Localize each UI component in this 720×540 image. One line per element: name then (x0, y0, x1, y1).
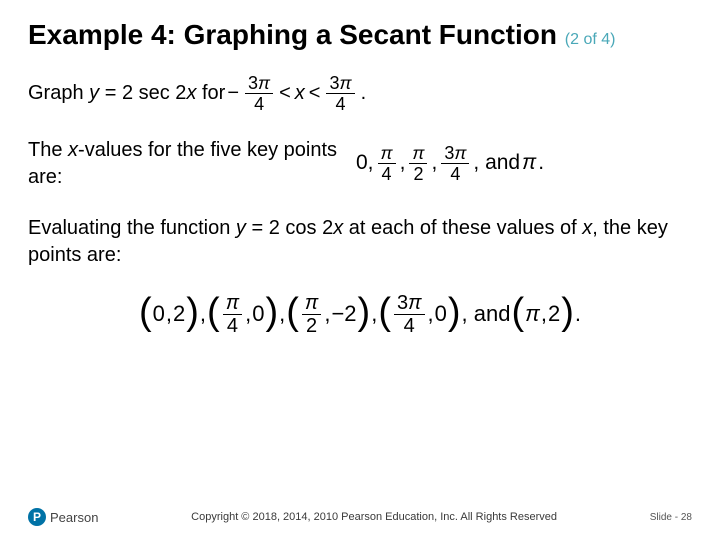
text: for (196, 82, 225, 104)
var-x: x (68, 139, 78, 161)
xvalues-list: 0, π 4 , π 2 , 3π 4 , and π. (356, 144, 692, 183)
comma: , (428, 299, 434, 329)
fraction: π 2 (302, 293, 321, 336)
denominator: 2 (409, 163, 427, 183)
var-x: x (333, 217, 343, 239)
logo-icon: P (28, 508, 46, 526)
text: = 2 sec 2 (99, 82, 186, 104)
value: 0 (153, 299, 165, 329)
comma: , (279, 299, 285, 329)
value: 2 (548, 299, 560, 329)
comma: , (400, 149, 406, 177)
text-and: , and (462, 299, 511, 329)
slide-title: Example 4: Graphing a Secant Function (2… (28, 18, 692, 52)
minus-sign: − (227, 80, 239, 107)
slide-body: Graph y = 2 sec 2x for − 3π 4 < x < 3π 4… (28, 74, 692, 336)
fraction: 3π 4 (441, 144, 469, 183)
lt-sign: < (279, 80, 291, 107)
denominator: 2 (302, 314, 321, 336)
denominator: 4 (394, 314, 425, 336)
value: 0 (435, 299, 447, 329)
value: 2 (173, 299, 185, 329)
denominator: 4 (441, 163, 469, 183)
copyright-text: Copyright © 2018, 2014, 2010 Pearson Edu… (98, 511, 649, 523)
var-x: x (582, 217, 592, 239)
value: π (522, 149, 536, 177)
denominator: 4 (326, 93, 354, 113)
value: −2 (331, 299, 356, 329)
comma: , (541, 299, 547, 329)
numerator: π (409, 144, 427, 163)
fraction: π 2 (409, 144, 427, 183)
text: The (28, 139, 68, 161)
denominator: 4 (245, 93, 273, 113)
period: . (575, 299, 581, 329)
numerator: 3π (397, 292, 422, 314)
value: 0, (356, 149, 374, 177)
title-main: Example 4: Graphing a Secant Function (28, 19, 557, 50)
text: Graph (28, 82, 89, 104)
numerator: 3π (248, 73, 270, 93)
var-y: y (89, 82, 99, 104)
period: . (361, 80, 367, 107)
slide-container: Example 4: Graphing a Secant Function (2… (0, 0, 720, 540)
value: 0 (252, 299, 264, 329)
comma: , (324, 299, 330, 329)
comma: , (245, 299, 251, 329)
key-points-list: (0,2), ( π 4 ,0 ), ( π 2 ,−2 ), ( 3π 4 ,… (28, 293, 692, 336)
comma: , (371, 299, 377, 329)
text: = 2 cos 2 (246, 217, 333, 239)
line-evaluating: Evaluating the function y = 2 cos 2x at … (28, 215, 692, 269)
pearson-logo: P Pearson (28, 508, 98, 526)
period: . (538, 149, 544, 177)
value: π (525, 299, 540, 329)
var-x: x (186, 82, 196, 104)
line-graph-instruction: Graph y = 2 sec 2x for − 3π 4 < x < 3π 4… (28, 74, 692, 113)
denominator: 4 (223, 314, 242, 336)
var-y: y (236, 217, 246, 239)
lt-sign: < (309, 80, 321, 107)
fraction: 3π 4 (245, 74, 273, 113)
text: Evaluating the function (28, 217, 236, 239)
numerator: π (378, 144, 396, 163)
fraction: 3π 4 (326, 74, 354, 113)
numerator: π (302, 293, 321, 314)
fraction: π 4 (223, 293, 242, 336)
fraction: 3π 4 (394, 293, 425, 336)
domain-expression: − 3π 4 < x < 3π 4 . (227, 74, 366, 113)
numerator: 3π (329, 73, 351, 93)
slide-footer: P Pearson Copyright © 2018, 2014, 2010 P… (28, 508, 692, 526)
slide-number: Slide - 28 (650, 512, 692, 523)
text-and: , and (473, 149, 520, 177)
fraction: π 4 (378, 144, 396, 183)
comma: , (166, 299, 172, 329)
numerator: 3π (444, 143, 466, 163)
comma: , (200, 299, 206, 329)
denominator: 4 (378, 163, 396, 183)
numerator: π (223, 293, 242, 314)
var-x: x (295, 80, 305, 107)
title-sub: (2 of 4) (565, 31, 616, 48)
line-xvalues: The x-values for the five key points are… (28, 137, 692, 191)
brand-name: Pearson (50, 510, 98, 525)
comma: , (431, 149, 437, 177)
text: at each of these values of (343, 217, 582, 239)
